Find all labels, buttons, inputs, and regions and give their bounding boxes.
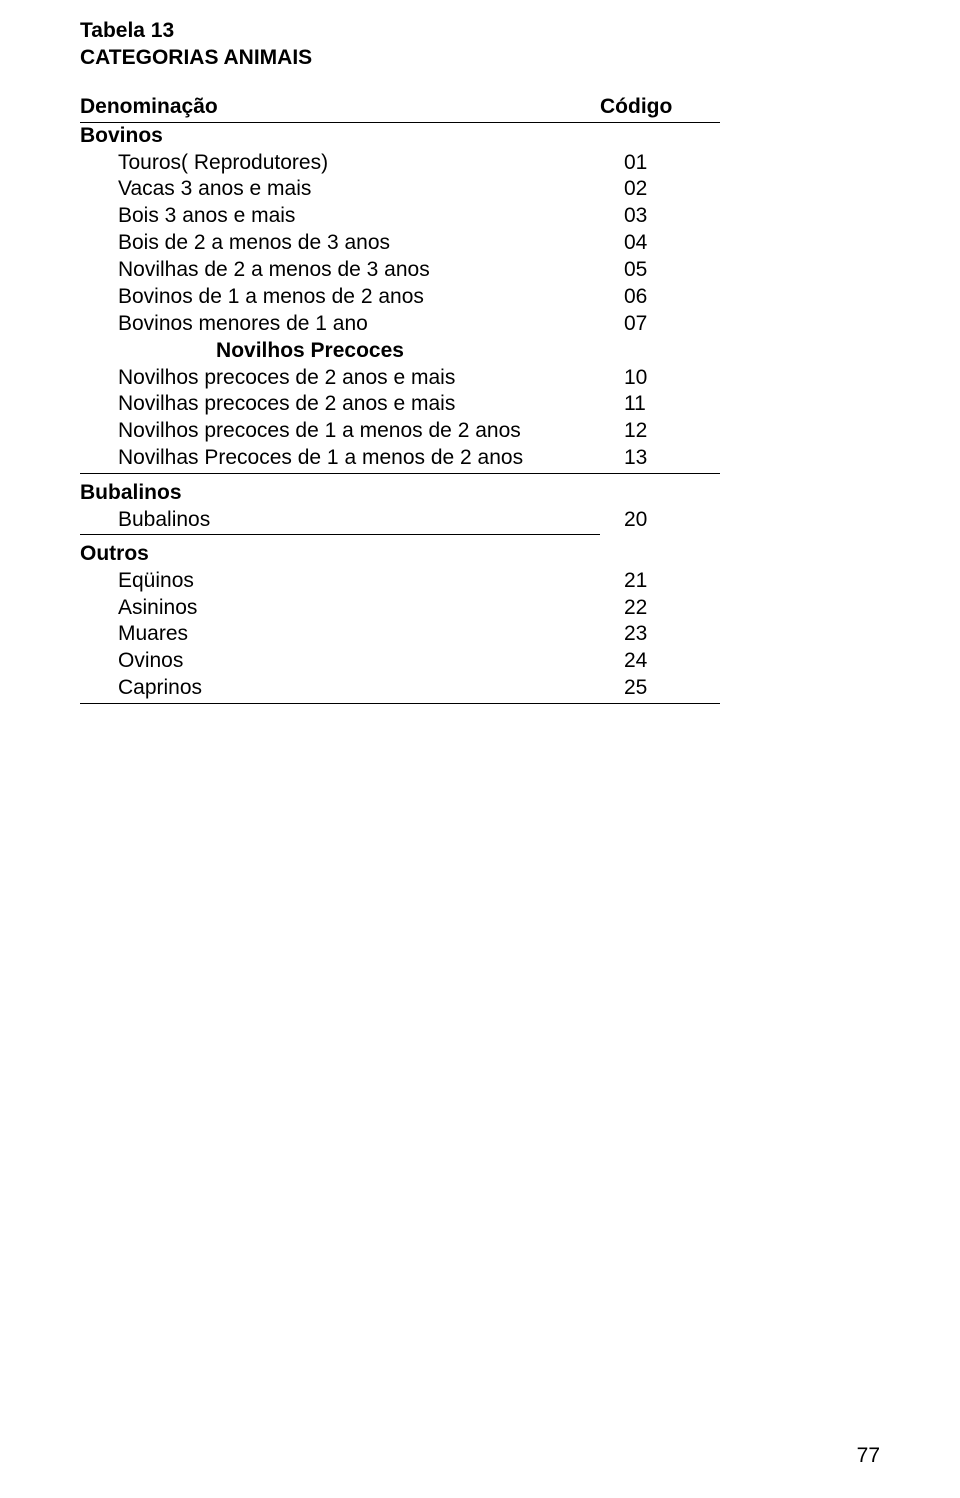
row-name: Novilhas Precoces de 1 a menos de 2 anos [80, 445, 600, 474]
row-code: 05 [600, 257, 720, 284]
section-title: Bubalinos [80, 480, 600, 507]
row-code: 10 [600, 365, 720, 392]
table-header-row: Denominação Código [80, 94, 720, 123]
row-name: Bois 3 anos e mais [80, 203, 600, 230]
row-code: 12 [600, 418, 720, 445]
section-bovinos: Bovinos [80, 123, 720, 150]
row-name: Novilhas de 2 a menos de 3 anos [80, 257, 600, 284]
header-name: Denominação [80, 94, 600, 123]
row-code: 06 [600, 284, 720, 311]
section-bubalinos: Bubalinos [80, 480, 720, 507]
row-name: Ovinos [80, 648, 600, 675]
row-name: Caprinos [80, 675, 600, 704]
table-row: Asininos 22 [80, 595, 720, 622]
table-row: Novilhas Precoces de 1 a menos de 2 anos… [80, 445, 720, 474]
table-row: Novilhos precoces de 2 anos e mais 10 [80, 365, 720, 392]
table-row: Bovinos de 1 a menos de 2 anos 06 [80, 284, 720, 311]
empty-cell [600, 534, 720, 535]
row-name: Vacas 3 anos e mais [80, 176, 600, 203]
subheading-row: Novilhos Precoces [80, 338, 720, 365]
row-name: Novilhos precoces de 2 anos e mais [80, 365, 600, 392]
row-code: 01 [600, 150, 720, 177]
table-row: Novilhas de 2 a menos de 3 anos 05 [80, 257, 720, 284]
table-label: Tabela 13 [80, 18, 880, 45]
table-row: Caprinos 25 [80, 675, 720, 704]
header-code: Código [600, 94, 720, 123]
subheading: Novilhos Precoces [80, 338, 600, 365]
row-code: 25 [600, 675, 720, 704]
row-code: 20 [600, 507, 720, 534]
row-code: 07 [600, 311, 720, 338]
row-name: Novilhas precoces de 2 anos e mais [80, 391, 600, 418]
row-name: Touros( Reprodutores) [80, 150, 600, 177]
table-row: Bois de 2 a menos de 3 anos 04 [80, 230, 720, 257]
row-code: 24 [600, 648, 720, 675]
table-row: Novilhos precoces de 1 a menos de 2 anos… [80, 418, 720, 445]
table-row: Eqüinos 21 [80, 568, 720, 595]
partial-rule [80, 534, 720, 535]
row-name: Novilhos precoces de 1 a menos de 2 anos [80, 418, 600, 445]
page-number: 77 [857, 1443, 880, 1470]
row-name: Bois de 2 a menos de 3 anos [80, 230, 600, 257]
section-title: Bovinos [80, 123, 600, 150]
row-code: 23 [600, 621, 720, 648]
row-code: 03 [600, 203, 720, 230]
section-title: Outros [80, 541, 600, 568]
row-name: Bubalinos [80, 507, 600, 534]
row-name: Bovinos menores de 1 ano [80, 311, 600, 338]
table-row: Bovinos menores de 1 ano 07 [80, 311, 720, 338]
row-name: Asininos [80, 595, 600, 622]
table-row: Ovinos 24 [80, 648, 720, 675]
table-row: Vacas 3 anos e mais 02 [80, 176, 720, 203]
table-row: Novilhas precoces de 2 anos e mais 11 [80, 391, 720, 418]
table-row: Muares 23 [80, 621, 720, 648]
row-name: Eqüinos [80, 568, 600, 595]
table-row: Bois 3 anos e mais 03 [80, 203, 720, 230]
table-row: Bubalinos 20 [80, 507, 720, 534]
row-code: 02 [600, 176, 720, 203]
row-name: Muares [80, 621, 600, 648]
categories-table: Denominação Código Bovinos Touros( Repro… [80, 94, 720, 704]
section-outros: Outros [80, 541, 720, 568]
row-code: 11 [600, 391, 720, 418]
row-code: 22 [600, 595, 720, 622]
rule-segment [80, 534, 600, 535]
row-name: Bovinos de 1 a menos de 2 anos [80, 284, 600, 311]
row-code: 13 [600, 445, 720, 474]
page: Tabela 13 CATEGORIAS ANIMAIS Denominação… [0, 0, 960, 1498]
row-code: 04 [600, 230, 720, 257]
table-row: Touros( Reprodutores) 01 [80, 150, 720, 177]
table-title: CATEGORIAS ANIMAIS [80, 45, 880, 72]
row-code: 21 [600, 568, 720, 595]
